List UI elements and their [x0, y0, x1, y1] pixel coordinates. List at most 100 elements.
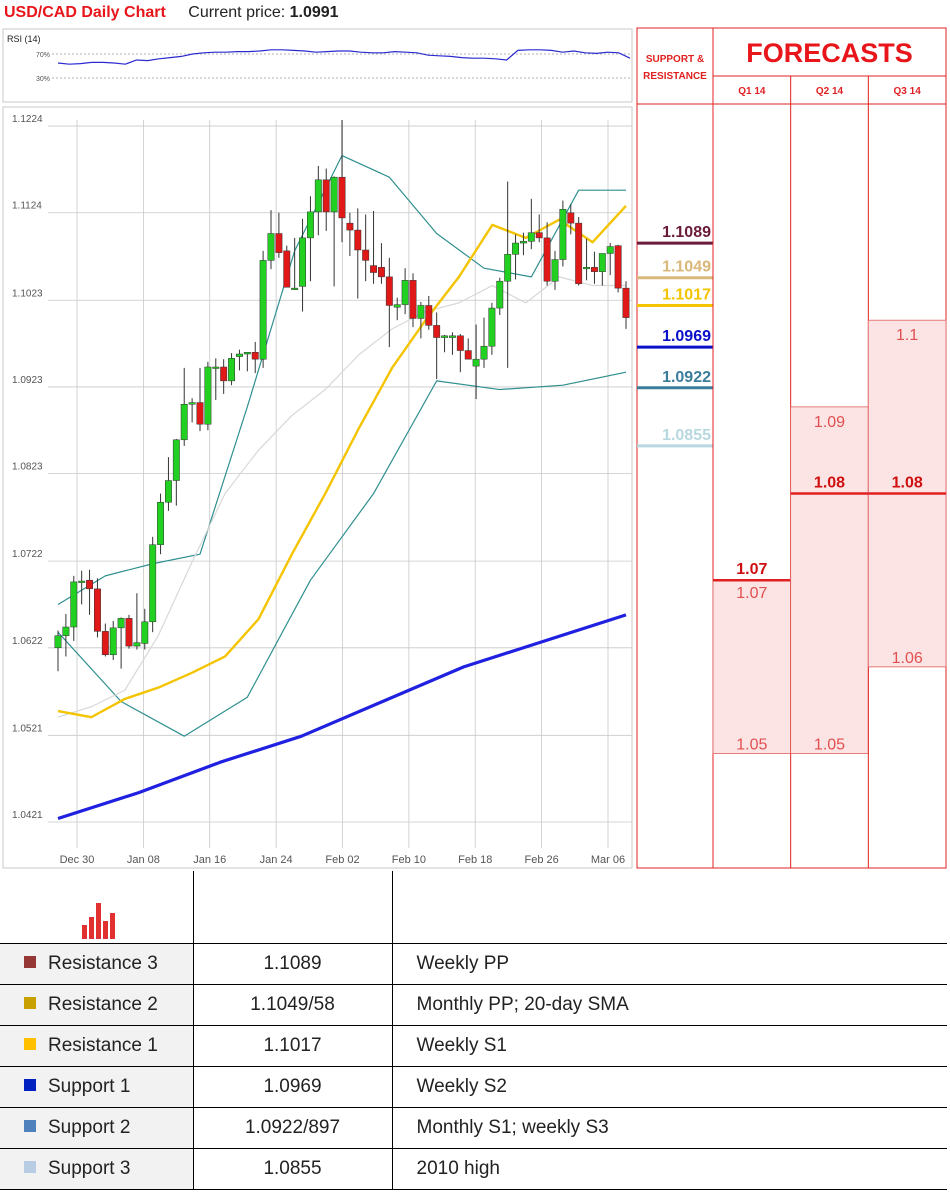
candle-body: [283, 250, 291, 288]
candle-body: [220, 366, 228, 382]
candle-body: [488, 307, 496, 347]
sr-level-label: 1.0969: [662, 328, 711, 345]
candle-body: [480, 345, 488, 360]
level-color-swatch: [24, 955, 36, 968]
candle-body: [614, 245, 622, 289]
candle-body: [504, 254, 512, 282]
level-name: Resistance 2: [48, 994, 158, 1015]
candle-body: [441, 335, 449, 338]
candle-body: [543, 237, 551, 282]
forecast-col-header: Q2 14: [816, 86, 844, 97]
candle-body: [590, 267, 598, 272]
sr-header-line2: RESISTANCE: [643, 71, 707, 82]
candle-body: [78, 580, 86, 583]
candle-body: [259, 260, 267, 360]
candle-body: [228, 358, 236, 382]
candle-body: [196, 402, 204, 425]
level-color-swatch: [24, 1078, 36, 1091]
chart-header: USD/CAD Daily Chart Current price: 1.099…: [4, 2, 339, 24]
sr-level-label: 1.1049: [662, 259, 711, 276]
candle-body: [157, 501, 165, 545]
bar-chart-icon: [82, 903, 120, 939]
y-tick-label: 1.0823: [12, 462, 43, 473]
candle-body: [456, 335, 464, 351]
x-tick-label: Jan 08: [127, 854, 160, 866]
level-note: 2010 high: [392, 1148, 947, 1190]
x-tick-label: Jan 16: [193, 854, 226, 866]
candle-body: [172, 439, 180, 481]
sr-level-label: 1.0855: [662, 427, 711, 444]
candle-body: [338, 176, 346, 219]
candle-body: [496, 280, 504, 309]
candle-body: [54, 635, 62, 649]
x-tick-label: Mar 06: [591, 854, 625, 866]
candle-body: [425, 305, 433, 326]
forecast-high-label: 1.07: [736, 585, 767, 602]
candle-body: [527, 232, 535, 242]
chart-title: USD/CAD Daily Chart: [4, 4, 166, 21]
candle-body: [62, 626, 70, 636]
levels-table-row: Resistance 1 1.1017 Weekly S1: [0, 1025, 947, 1067]
candle-body: [291, 287, 299, 290]
level-name: Support 3: [48, 1158, 131, 1179]
levels-table-row: Resistance 3 1.1089 Weekly PP: [0, 943, 947, 985]
candle-body: [235, 353, 243, 357]
level-note: Weekly PP: [392, 943, 947, 985]
x-tick-label: Feb 18: [458, 854, 492, 866]
candle-body: [212, 366, 220, 369]
y-tick-label: 1.0923: [12, 375, 43, 386]
candle-body: [575, 222, 583, 285]
forecast-range: [790, 406, 869, 754]
chart-canvas: RSI (14) 70% 30% 1.1224 1.1124 1.1023 1.0923 1.…: [2, 27, 947, 869]
forecast-col-header: Q3 14: [894, 86, 922, 97]
y-tick-label: 1.1023: [12, 288, 43, 299]
candle-body: [433, 325, 441, 338]
level-note: Weekly S2: [392, 1066, 947, 1108]
candle-body: [86, 579, 94, 590]
levels-table: Resistance 3 1.1089 Weekly PP Resistance 2 1…: [0, 871, 947, 1190]
level-name-cell: Support 1: [0, 1066, 194, 1108]
rsi-tick-30: 30%: [36, 76, 50, 83]
candle-body: [101, 631, 109, 655]
y-tick-label: 1.1224: [12, 114, 43, 125]
sr-header-line1: SUPPORT &: [646, 54, 704, 65]
candle-body: [346, 222, 354, 231]
level-value: 1.1089: [193, 943, 393, 985]
candle-body: [180, 404, 188, 441]
x-tick-label: Feb 10: [392, 854, 426, 866]
candle-body: [519, 241, 527, 244]
sr-level-label: 1.1089: [662, 224, 711, 241]
x-tick-label: Feb 26: [525, 854, 559, 866]
forecast-range: [712, 579, 792, 754]
level-color-swatch: [24, 1119, 36, 1132]
candle-body: [551, 259, 559, 282]
candle-body: [377, 267, 385, 278]
levels-table-row: Support 1 1.0969 Weekly S2: [0, 1066, 947, 1108]
forecast-mid-label: 1.08: [814, 475, 845, 492]
candle-body: [622, 287, 630, 318]
y-tick-label: 1.0622: [12, 636, 43, 647]
candle-body: [330, 176, 338, 213]
forecast-low-label: 1.06: [892, 650, 923, 667]
candle-body: [559, 209, 567, 260]
level-value: 1.1049/58: [193, 984, 393, 1026]
y-tick-label: 1.0521: [12, 723, 43, 734]
candle-body: [188, 402, 196, 405]
candle-body: [567, 212, 575, 224]
rsi-panel: [2, 28, 633, 103]
level-value: 1.1017: [193, 1025, 393, 1067]
candle-body: [133, 642, 141, 647]
forecast-high-label: 1.1: [896, 327, 918, 344]
rsi-tick-70: 70%: [36, 52, 50, 59]
candle-body: [464, 350, 472, 360]
level-name: Support 2: [48, 1117, 131, 1138]
y-tick-label: 1.0722: [12, 549, 43, 560]
indicator-line-2: [57, 613, 627, 821]
candle-body: [448, 335, 456, 338]
candle-body: [93, 588, 101, 632]
candle-body: [512, 242, 520, 255]
level-note: Monthly S1; weekly S3: [392, 1107, 947, 1149]
level-name-cell: Resistance 1: [0, 1025, 194, 1067]
candle-body: [409, 280, 417, 319]
candle-body: [306, 211, 314, 239]
